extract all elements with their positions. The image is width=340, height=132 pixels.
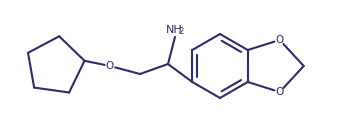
- Text: O: O: [276, 87, 284, 97]
- Text: O: O: [106, 61, 114, 71]
- Text: O: O: [276, 35, 284, 45]
- Text: 2: 2: [178, 27, 184, 37]
- Text: NH: NH: [166, 25, 182, 35]
